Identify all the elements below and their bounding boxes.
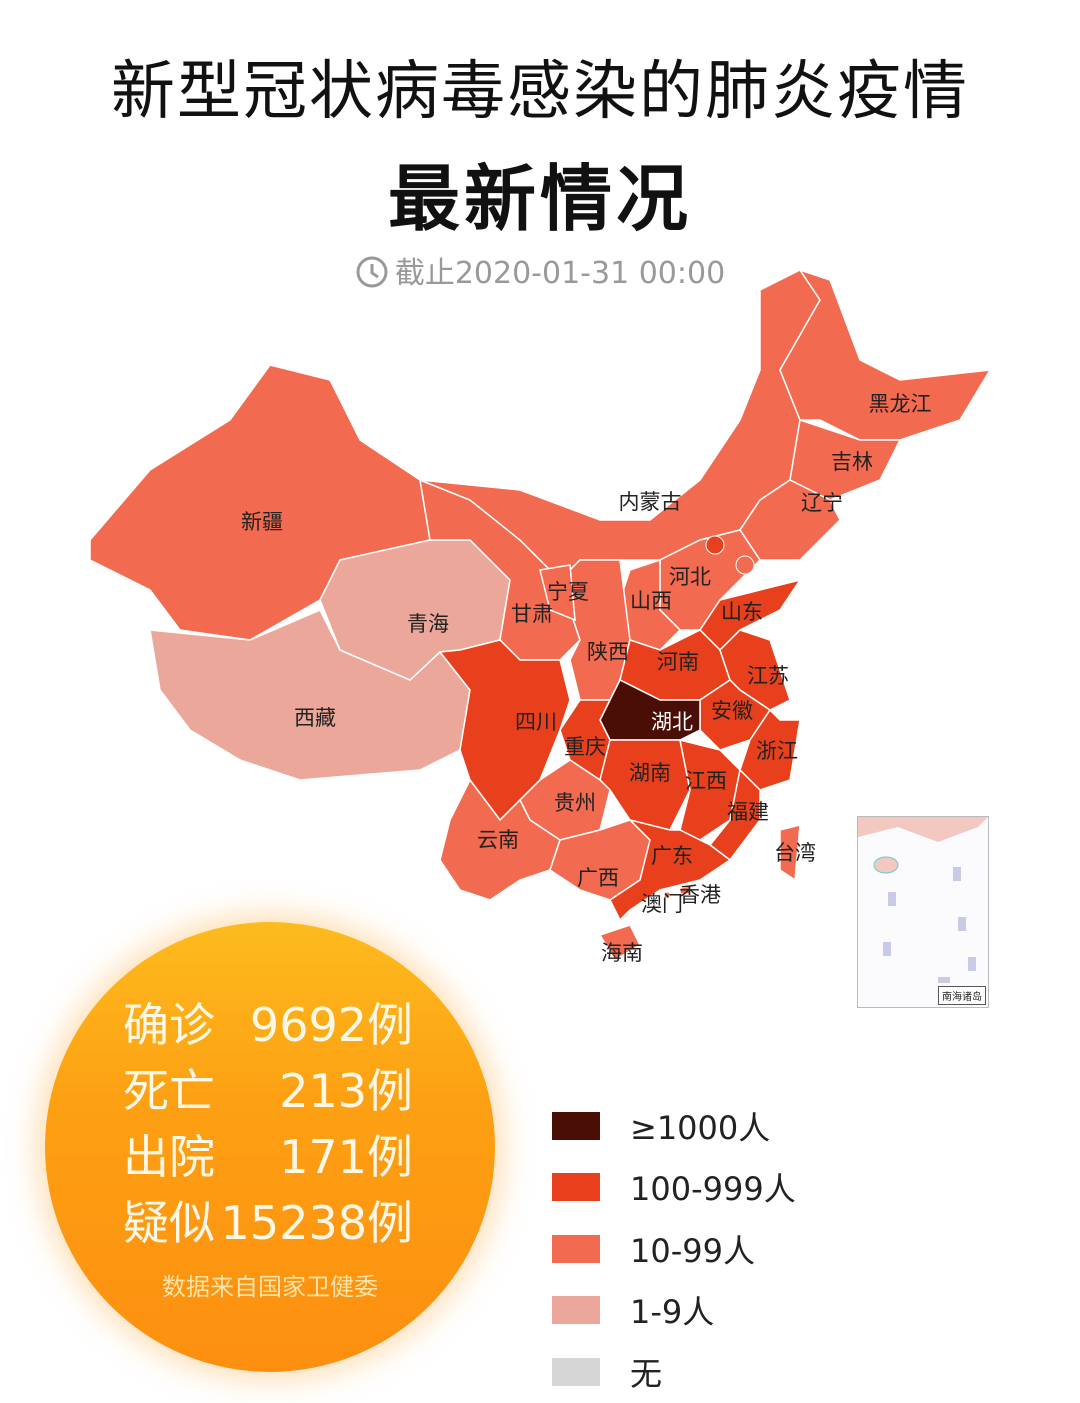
legend-swatch bbox=[552, 1357, 600, 1386]
province-label: 吉林 bbox=[831, 450, 873, 474]
province-label: 福建 bbox=[727, 800, 769, 824]
stat-label: 确诊 bbox=[123, 998, 215, 1052]
date-stamp: 截止2020-01-31 00:00 bbox=[0, 248, 1080, 292]
stat-value: 213例 bbox=[279, 1064, 413, 1118]
province-label: 江苏 bbox=[747, 664, 789, 688]
province-label: 山东 bbox=[721, 600, 763, 624]
province-31 bbox=[779, 824, 801, 882]
province-label: 湖南 bbox=[629, 761, 671, 785]
province-label: 广东 bbox=[651, 844, 693, 868]
province-label: 四川 bbox=[515, 710, 557, 734]
province-label: 甘肃 bbox=[511, 602, 553, 626]
province-label: 西藏 bbox=[294, 706, 336, 730]
legend-swatch bbox=[552, 1296, 600, 1325]
stat-label: 出院 bbox=[123, 1130, 215, 1184]
province-23 bbox=[599, 739, 691, 831]
south-china-sea-inset: 南海诸岛 bbox=[857, 816, 989, 1008]
legend-swatch bbox=[552, 1111, 600, 1140]
province-label: 浙江 bbox=[756, 739, 798, 763]
legend-item: 无 bbox=[552, 1341, 796, 1403]
legend-item: 1-9人 bbox=[552, 1280, 796, 1342]
province-label: 贵州 bbox=[554, 791, 596, 815]
province-label: 山西 bbox=[630, 589, 672, 613]
title-line-2: 最新情况 bbox=[387, 157, 692, 241]
stat-deaths: 死亡 213例 bbox=[123, 1055, 413, 1121]
province-label: 陕西 bbox=[587, 640, 629, 664]
stat-value: 171例 bbox=[279, 1130, 413, 1184]
province-label: 海南 bbox=[601, 941, 643, 965]
legend-swatch bbox=[552, 1234, 600, 1263]
legend-label: ≥1000人 bbox=[630, 1108, 771, 1147]
stat-value: 15238例 bbox=[220, 1196, 413, 1250]
legend-label: 10-99人 bbox=[630, 1231, 755, 1270]
stat-label: 疑似 bbox=[123, 1196, 215, 1250]
province-13 bbox=[539, 564, 576, 622]
legend-swatch bbox=[552, 1173, 600, 1202]
stat-label: 死亡 bbox=[123, 1064, 215, 1118]
clock-icon bbox=[356, 256, 388, 288]
legend-item: 100-999人 bbox=[552, 1157, 796, 1219]
date-text: 截止2020-01-31 00:00 bbox=[394, 256, 726, 291]
province-label: 重庆 bbox=[564, 735, 606, 759]
legend-label: 1-9人 bbox=[630, 1293, 715, 1332]
stat-confirmed: 确诊 9692例 bbox=[123, 989, 413, 1055]
province-label: 宁夏 bbox=[547, 580, 589, 604]
province-label: 辽宁 bbox=[801, 491, 843, 515]
legend-label: 100-999人 bbox=[630, 1170, 796, 1209]
legend-item: 10-99人 bbox=[552, 1218, 796, 1280]
province-7 bbox=[739, 479, 841, 561]
province-label: 台湾 bbox=[774, 841, 816, 865]
inset-label: 南海诸岛 bbox=[938, 986, 986, 1005]
municipality-tianjin bbox=[735, 555, 755, 575]
province-label: 河北 bbox=[669, 565, 711, 589]
province-label: 黑龙江 bbox=[869, 392, 932, 416]
stats-circle: 确诊 9692例 死亡 213例 出院 171例 疑似 15238例 数据来自国家卫健委 bbox=[45, 922, 495, 1372]
legend-item: ≥1000人 bbox=[552, 1095, 796, 1157]
province-label: 澳门 bbox=[641, 892, 683, 916]
province-label: 新疆 bbox=[241, 510, 283, 534]
legend: ≥1000人 100-999人 10-99人 1-9人 无 bbox=[552, 1095, 796, 1403]
province-label: 香港 bbox=[679, 883, 721, 907]
title-line-1: 新型冠状病毒感染的肺炎疫情 bbox=[111, 55, 969, 129]
province-29 bbox=[609, 818, 732, 922]
province-label: 湖北 bbox=[651, 710, 693, 734]
province-32 bbox=[679, 885, 691, 895]
province-30 bbox=[598, 924, 641, 962]
municipality-beijing bbox=[705, 535, 725, 555]
province-label: 广西 bbox=[577, 866, 619, 890]
data-source: 数据来自国家卫健委 bbox=[162, 1273, 378, 1301]
province-label: 青海 bbox=[407, 612, 449, 636]
stat-value: 9692例 bbox=[249, 998, 413, 1052]
legend-label: 无 bbox=[630, 1354, 663, 1393]
province-label: 江西 bbox=[685, 769, 727, 793]
province-label: 云南 bbox=[477, 828, 519, 852]
province-33 bbox=[663, 891, 671, 899]
province-label: 安徽 bbox=[711, 699, 753, 723]
province-label: 内蒙古 bbox=[619, 490, 682, 514]
stat-discharged: 出院 171例 bbox=[123, 1121, 413, 1187]
province-24 bbox=[679, 738, 741, 841]
province-22 bbox=[438, 639, 571, 822]
province-27 bbox=[439, 778, 561, 901]
stat-suspected: 疑似 15238例 bbox=[123, 1187, 413, 1253]
inset-islands bbox=[858, 817, 988, 983]
province-label: 河南 bbox=[657, 650, 699, 674]
